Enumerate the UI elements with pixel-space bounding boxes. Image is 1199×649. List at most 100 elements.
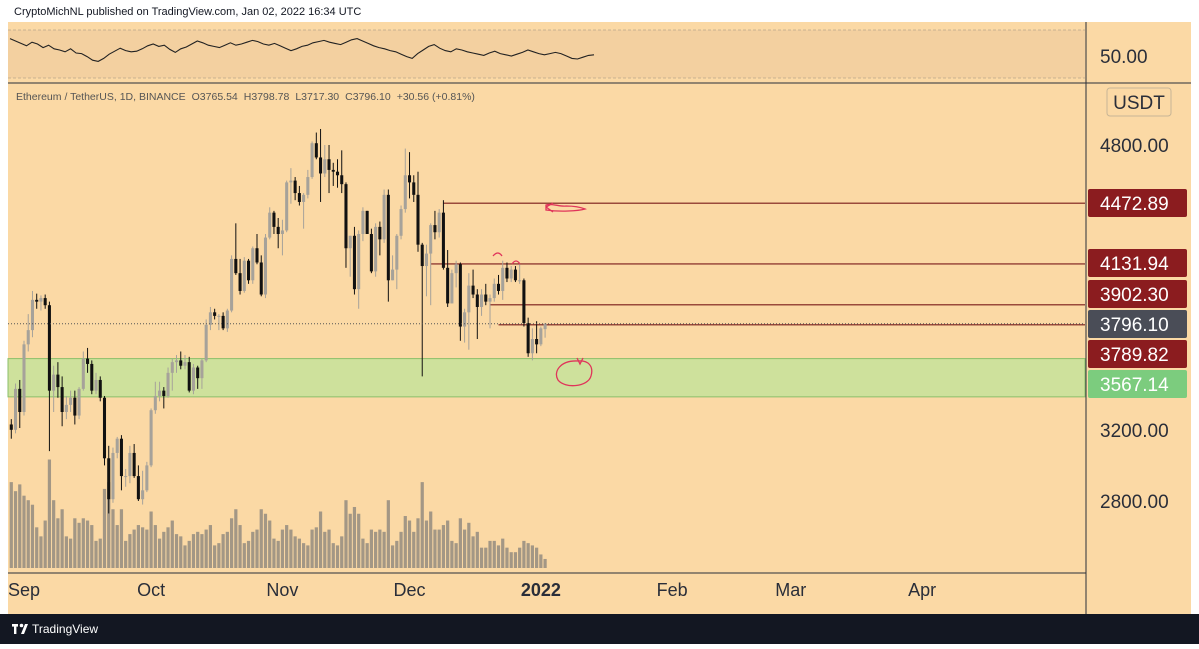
volume-bar xyxy=(157,538,162,568)
volume-bar xyxy=(22,495,26,568)
support-arrow-annotation xyxy=(576,357,584,366)
volume-bar xyxy=(323,531,327,568)
volume-bar xyxy=(128,534,132,568)
volume-bar xyxy=(272,538,276,568)
volume-bar xyxy=(437,529,441,568)
time-axis: Sep Oct Nov Dec 2022 Feb Mar Apr xyxy=(8,580,936,600)
volume-bar xyxy=(407,520,412,568)
time-tick-label: Mar xyxy=(775,580,806,600)
volume-bar xyxy=(191,534,196,568)
volume-bar xyxy=(246,540,251,568)
volume-bar xyxy=(416,518,420,568)
drawing-annotations xyxy=(492,202,593,387)
candle-body xyxy=(543,323,547,330)
volume-bar xyxy=(433,529,437,568)
candle-body xyxy=(102,397,107,459)
volume-bar xyxy=(229,518,234,568)
volume-bar xyxy=(471,536,475,568)
candle-body xyxy=(187,362,191,391)
candle-body xyxy=(43,298,47,306)
candle-body xyxy=(446,267,450,304)
candle-body xyxy=(424,253,428,267)
volume-bar xyxy=(94,540,98,568)
candle-body xyxy=(522,280,526,323)
candle-body xyxy=(458,264,462,327)
candle-body xyxy=(293,180,297,194)
arrow-head-annotation xyxy=(545,202,554,213)
time-tick-label: Feb xyxy=(657,580,688,600)
volume-bar xyxy=(238,525,242,568)
footer-bar xyxy=(0,614,1199,644)
volume-bar xyxy=(488,540,492,568)
candle-body xyxy=(433,225,437,233)
candle-body xyxy=(242,260,246,291)
price-tag[interactable] xyxy=(1088,310,1187,338)
rsi-indicator xyxy=(9,38,595,62)
volume-bar xyxy=(52,500,56,568)
currency-box[interactable] xyxy=(1106,87,1172,117)
volume-bar xyxy=(179,536,183,568)
candle-body xyxy=(230,258,234,311)
candle-body xyxy=(174,360,179,363)
time-tick-label: 2022 xyxy=(521,580,561,600)
price-tag[interactable] xyxy=(1088,340,1187,368)
price-tag[interactable] xyxy=(1088,370,1187,398)
volume-bar xyxy=(450,540,454,568)
rejection-mark-annotation xyxy=(511,260,521,265)
candle-body xyxy=(132,452,136,477)
rejection-mark-annotation xyxy=(492,252,503,257)
candle-body xyxy=(369,234,373,272)
candle-body xyxy=(56,374,60,388)
volume-bar xyxy=(513,552,518,568)
volume-bar xyxy=(56,518,60,568)
candle-body xyxy=(98,379,102,398)
volume-bar xyxy=(352,506,357,568)
volume-bar xyxy=(378,529,382,568)
volume-bar xyxy=(119,509,124,568)
price-tag[interactable] xyxy=(1088,189,1187,217)
low-value: 3717.30 xyxy=(301,91,339,103)
volume-bar xyxy=(132,529,136,568)
volume-bar xyxy=(60,509,64,568)
volume-bar xyxy=(73,518,77,568)
close-label: C xyxy=(345,91,353,103)
candle-body xyxy=(475,294,479,307)
candle-body xyxy=(208,312,212,325)
candle-body xyxy=(251,248,255,281)
candle-body xyxy=(69,397,73,405)
volume-bar xyxy=(221,534,225,568)
volume-bar xyxy=(420,482,424,568)
volume-bar xyxy=(429,511,433,568)
volume-bar xyxy=(475,531,479,568)
volume-bar xyxy=(280,529,285,568)
volume-bar xyxy=(39,536,43,568)
support-zone xyxy=(7,358,1086,398)
candle-body xyxy=(335,171,340,176)
volume-bar xyxy=(386,500,390,568)
volume-bars xyxy=(9,459,547,568)
volume-bar xyxy=(208,525,213,568)
volume-bar xyxy=(225,531,229,568)
volume-bar xyxy=(263,513,268,568)
rsi-axis-label: 50.00 xyxy=(1100,47,1148,68)
candle-body xyxy=(263,237,268,295)
volume-bar xyxy=(13,491,18,568)
candle-body xyxy=(352,235,356,290)
price-tag[interactable] xyxy=(1088,280,1187,308)
volume-bar xyxy=(255,529,259,568)
volume-bar xyxy=(390,545,395,568)
candle-body xyxy=(77,388,81,416)
volume-bar xyxy=(26,500,30,568)
volume-bar xyxy=(318,511,323,568)
volume-bar xyxy=(170,520,174,568)
volume-bar xyxy=(492,540,496,568)
candle-body xyxy=(374,226,378,272)
open-value: 3765.54 xyxy=(200,91,238,103)
candle-body xyxy=(391,269,395,281)
volume-bar xyxy=(98,538,102,568)
candle-body xyxy=(471,285,475,295)
price-tags: 4472.89 4131.94 3902.30 3796.10 3789.82 3567.… xyxy=(1088,189,1187,398)
candle-body xyxy=(81,358,85,389)
price-tag[interactable] xyxy=(1088,249,1187,277)
